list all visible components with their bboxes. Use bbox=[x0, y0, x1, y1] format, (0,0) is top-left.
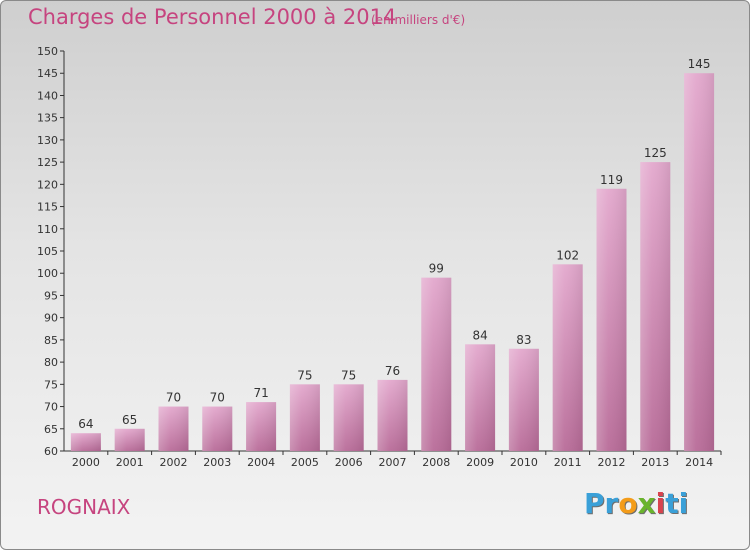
data-label: 102 bbox=[556, 248, 579, 262]
x-tick-label: 2001 bbox=[116, 456, 144, 469]
bar bbox=[552, 264, 583, 451]
bar bbox=[114, 428, 145, 451]
bar-shine bbox=[421, 277, 452, 451]
x-tick-label: 2005 bbox=[291, 456, 319, 469]
commune-name: ROGNAIX bbox=[37, 495, 131, 519]
data-label: 76 bbox=[385, 364, 400, 378]
y-tick-label: 65 bbox=[44, 423, 58, 436]
x-tick-label: 2013 bbox=[641, 456, 669, 469]
bar bbox=[596, 188, 627, 451]
data-label: 75 bbox=[297, 368, 312, 382]
chart-title: Charges de Personnel 2000 à 2014 bbox=[28, 5, 397, 29]
bar-shine bbox=[70, 433, 101, 451]
bars bbox=[70, 73, 715, 451]
bar-shine bbox=[246, 402, 277, 451]
y-tick-label: 150 bbox=[37, 45, 58, 58]
bar bbox=[158, 406, 189, 451]
bar-shine bbox=[552, 264, 583, 451]
bar bbox=[289, 384, 320, 451]
bar-shine bbox=[377, 379, 408, 451]
y-tick-label: 140 bbox=[37, 89, 58, 102]
x-tick-label: 2009 bbox=[466, 456, 494, 469]
y-tick-label: 70 bbox=[44, 401, 58, 414]
y-tick-label: 120 bbox=[37, 178, 58, 191]
x-tick-label: 2002 bbox=[160, 456, 188, 469]
x-axis: 2000 2001 2002 2003 2004 2005 2006 2007 2008 2009… bbox=[64, 450, 722, 469]
x-tick-label: 2003 bbox=[203, 456, 231, 469]
y-tick-label: 125 bbox=[37, 156, 58, 169]
y-tick-label: 135 bbox=[37, 112, 58, 125]
data-labels: 64 65 70 70 71 75 75 76 99 84 83 102 119 125 145 bbox=[78, 57, 710, 431]
data-label: 83 bbox=[516, 333, 531, 347]
data-label: 125 bbox=[644, 146, 667, 160]
x-tick-label: 2010 bbox=[510, 456, 538, 469]
y-tick-label: 90 bbox=[44, 312, 58, 325]
x-tick-label: 2008 bbox=[422, 456, 450, 469]
bar bbox=[333, 384, 364, 451]
logo-part: Pr bbox=[584, 487, 619, 520]
x-tick-label: 2000 bbox=[72, 456, 100, 469]
y-tick-label: 85 bbox=[44, 334, 58, 347]
y-tick-label: 80 bbox=[44, 356, 58, 369]
bar-shine bbox=[508, 348, 539, 451]
bar-shine bbox=[640, 162, 671, 451]
bar-shine bbox=[158, 406, 189, 451]
bar-shine bbox=[465, 344, 496, 451]
logo-part: o bbox=[618, 487, 638, 520]
data-label: 119 bbox=[600, 173, 623, 187]
bar bbox=[421, 277, 452, 451]
logo-part: i bbox=[655, 487, 666, 520]
bar-shine bbox=[114, 428, 145, 451]
data-label: 70 bbox=[166, 391, 181, 405]
proxiti-logo[interactable]: Proxiti bbox=[584, 487, 688, 520]
x-tick-label: 2011 bbox=[554, 456, 582, 469]
y-tick-label: 60 bbox=[44, 445, 58, 458]
y-tick-label: 95 bbox=[44, 289, 58, 302]
x-tick-label: 2004 bbox=[247, 456, 275, 469]
bar-shine bbox=[289, 384, 320, 451]
y-axis: 60 65 70 75 80 85 90 95 100 105 110 115 120 125 130 135… bbox=[37, 45, 65, 458]
x-tick-label: 2006 bbox=[335, 456, 363, 469]
data-label: 145 bbox=[688, 57, 711, 71]
x-tick-label: 2012 bbox=[598, 456, 626, 469]
bar bbox=[246, 402, 277, 451]
y-tick-label: 145 bbox=[37, 67, 58, 80]
bar bbox=[377, 379, 408, 451]
y-tick-label: 130 bbox=[37, 134, 58, 147]
bar bbox=[640, 162, 671, 451]
data-label: 71 bbox=[253, 386, 268, 400]
bar bbox=[465, 344, 496, 451]
logo-part: x bbox=[637, 487, 656, 520]
x-tick-label: 2014 bbox=[685, 456, 713, 469]
y-tick-label: 100 bbox=[37, 267, 58, 280]
bar-shine bbox=[333, 384, 364, 451]
data-label: 70 bbox=[210, 391, 225, 405]
data-label: 64 bbox=[78, 417, 93, 431]
y-tick-label: 75 bbox=[44, 378, 58, 391]
bar bbox=[202, 406, 233, 451]
x-tick-label: 2007 bbox=[379, 456, 407, 469]
bar bbox=[684, 73, 715, 451]
y-tick-label: 110 bbox=[37, 223, 58, 236]
data-label: 84 bbox=[472, 328, 487, 342]
y-tick-label: 105 bbox=[37, 245, 58, 258]
logo-part: ti bbox=[665, 487, 689, 520]
y-tick-label: 115 bbox=[37, 201, 58, 214]
bar-shine bbox=[202, 406, 233, 451]
data-label: 65 bbox=[122, 413, 137, 427]
data-label: 99 bbox=[429, 262, 444, 276]
bar-shine bbox=[684, 73, 715, 451]
bar-shine bbox=[596, 188, 627, 451]
bar bbox=[70, 433, 101, 451]
data-label: 75 bbox=[341, 368, 356, 382]
chart-subtitle: (en milliers d'€) bbox=[371, 13, 466, 27]
bar bbox=[508, 348, 539, 451]
